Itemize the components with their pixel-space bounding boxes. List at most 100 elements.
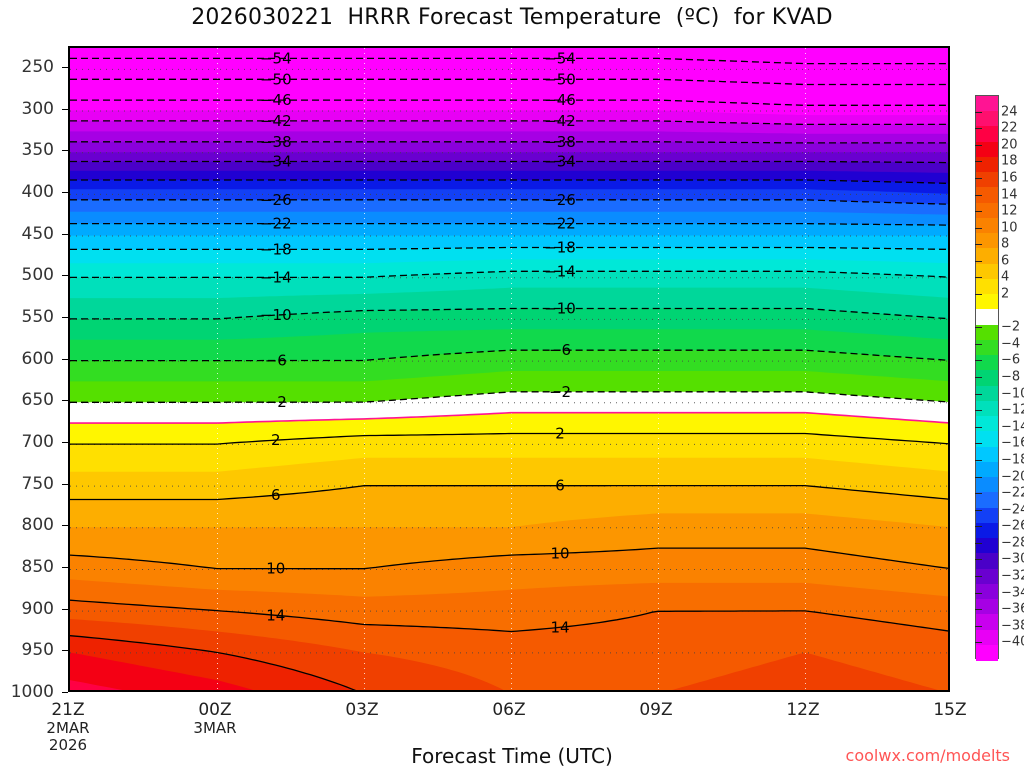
- temperature-cross-section-plot[interactable]: −54 −54 −50 −50 −46 −46 −42 −42 −38 −38 −34 −34 −26−…: [68, 46, 950, 692]
- svg-text:14: 14: [550, 618, 569, 636]
- colorbar-label: 24: [1001, 104, 1018, 120]
- y-tick: [62, 525, 68, 527]
- page-title: 2026030221 HRRR Forecast Temperature (ºC…: [191, 5, 833, 30]
- colorbar-label: 2: [1001, 286, 1010, 302]
- colorbar-band: [976, 492, 998, 509]
- y-axis-label: 700: [21, 431, 54, 452]
- colorbar-tick: [975, 360, 982, 362]
- y-tick: [62, 566, 68, 568]
- svg-text:−10: −10: [544, 299, 576, 317]
- y-tick: [62, 275, 68, 277]
- y-tick: [62, 150, 68, 152]
- colorbar-tick: [975, 559, 982, 561]
- svg-text:−18: −18: [260, 240, 292, 258]
- y-axis-label: 850: [21, 556, 54, 577]
- colorbar-band: [976, 507, 998, 524]
- y-tick: [62, 400, 68, 402]
- colorbar-label: −22: [1001, 485, 1024, 501]
- svg-text:−14: −14: [260, 268, 292, 286]
- colorbar-tick: [975, 377, 982, 378]
- colorbar-label: −26: [1001, 518, 1024, 534]
- y-axis-label: 900: [21, 598, 54, 619]
- y-tick: [62, 441, 68, 443]
- y-axis-label: 650: [21, 390, 54, 411]
- colorbar-label: 6: [1001, 253, 1010, 269]
- colorbar-band: [976, 538, 998, 554]
- colorbar-tick: [975, 609, 982, 611]
- colorbar-label: 20: [1001, 137, 1018, 153]
- colorbar-label: −38: [1001, 618, 1024, 634]
- y-axis-label: 800: [21, 515, 54, 536]
- colorbar-tick: [975, 493, 982, 495]
- colorbar-band: [976, 385, 998, 402]
- y-tick: [62, 650, 68, 652]
- temperature-fill-layer: [70, 48, 948, 690]
- svg-text:2: 2: [271, 431, 281, 449]
- colorbar-tick: [975, 526, 982, 528]
- svg-text:−50: −50: [544, 70, 576, 88]
- y-tick: [62, 692, 68, 693]
- colorbar-tick: [975, 294, 982, 296]
- svg-text:10: 10: [266, 560, 285, 578]
- y-axis-label: 450: [21, 223, 54, 244]
- x-axis-label: 21Z: [51, 700, 85, 720]
- y-axis-label: 950: [21, 640, 54, 661]
- colorbar-band: [976, 431, 998, 448]
- colorbar-label: 12: [1001, 203, 1018, 219]
- colorbar-label: −8: [1001, 369, 1021, 385]
- y-tick: [62, 483, 68, 485]
- svg-text:−54: −54: [260, 49, 292, 67]
- colorbar-tick: [975, 476, 982, 478]
- colorbar-label: −30: [1001, 551, 1024, 567]
- svg-text:−26: −26: [260, 191, 292, 209]
- colorbar-tick: [975, 625, 982, 627]
- y-tick: [62, 191, 68, 193]
- colorbar-label: −16: [1001, 435, 1024, 451]
- colorbar-band: [976, 172, 998, 189]
- colorbar-label: −36: [1001, 601, 1024, 617]
- colorbar-tick: [975, 393, 982, 395]
- colorbar-band: [976, 263, 998, 280]
- credit-link[interactable]: coolwx.com/modelts: [845, 746, 1010, 765]
- colorbar-tick: [975, 211, 982, 213]
- svg-text:−46: −46: [544, 91, 576, 109]
- y-tick: [62, 358, 68, 360]
- colorbar-band: [976, 461, 998, 478]
- colorbar-label: −4: [1001, 336, 1021, 352]
- colorbar-tick: [975, 410, 982, 412]
- colorbar-tick: [975, 161, 982, 163]
- svg-text:−34: −34: [260, 152, 292, 170]
- svg-text:14: 14: [266, 606, 285, 624]
- svg-text:−2: −2: [549, 383, 571, 401]
- colorbar-band: [976, 629, 998, 646]
- svg-text:−42: −42: [260, 112, 292, 130]
- colorbar-label: −40: [1001, 634, 1024, 650]
- colorbar-band: [976, 400, 998, 417]
- y-tick: [62, 233, 68, 235]
- svg-text:−22: −22: [260, 215, 292, 233]
- colorbar-band: [976, 446, 998, 463]
- x-axis-label: 09Z: [639, 700, 673, 720]
- colorbar-band: [976, 583, 998, 600]
- x-axis-title: Forecast Time (UTC): [411, 744, 613, 768]
- colorbar-tick: [975, 177, 982, 179]
- svg-text:−42: −42: [544, 112, 576, 130]
- colorbar-tick: [975, 144, 982, 146]
- colorbar-label: −14: [1001, 419, 1024, 435]
- colorbar-band: [976, 477, 998, 493]
- colorbar-label: −6: [1001, 352, 1021, 368]
- colorbar-label: 8: [1001, 236, 1010, 252]
- terrain-layer: [70, 48, 948, 690]
- y-axis-label: 300: [21, 98, 54, 119]
- svg-text:−50: −50: [260, 70, 292, 88]
- x-axis: 21Z 2MAR 2026 00Z 3MAR 03Z 06Z 09Z 12Z 15Z: [46, 694, 966, 754]
- colorbar-label: −10: [1001, 386, 1024, 402]
- colorbar-band: [976, 370, 998, 387]
- colorbar-label: −18: [1001, 452, 1024, 468]
- svg-text:−26: −26: [544, 191, 576, 209]
- colorbar-label: −20: [1001, 469, 1024, 485]
- colorbar-label: −12: [1001, 402, 1024, 418]
- y-tick: [62, 108, 68, 110]
- colorbar-tick: [975, 592, 982, 594]
